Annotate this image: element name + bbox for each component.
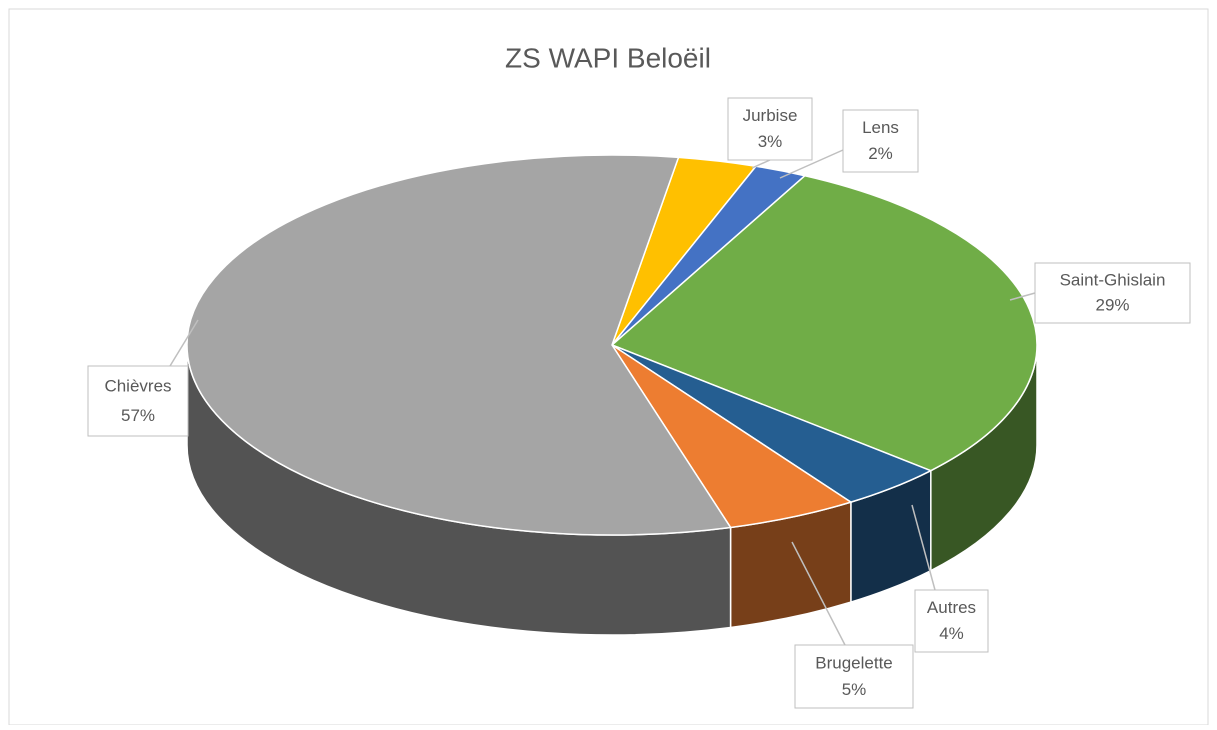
data-label-name: Lens: [862, 118, 899, 137]
leader-line: [751, 159, 771, 169]
leader-line: [169, 319, 199, 367]
data-label-box: [842, 109, 919, 173]
data-label-value: 5%: [842, 680, 867, 699]
chart-title: ZS WAPI Beloëil: [505, 42, 711, 73]
data-label-box: [727, 97, 813, 161]
leader-line: [911, 504, 936, 591]
leader-line: [779, 149, 844, 179]
leader-line: [1009, 292, 1036, 301]
leader-line: [791, 541, 846, 646]
data-label-value: 2%: [868, 144, 893, 163]
data-label-box: [794, 644, 914, 709]
data-label-name: Autres: [927, 598, 976, 617]
data-label-box: [1034, 262, 1191, 324]
data-label-name: Jurbise: [743, 106, 798, 125]
data-label-box: [87, 365, 189, 437]
pie-slice: [610, 174, 1038, 472]
data-label-value: 57%: [121, 406, 155, 425]
data-label-name: Chièvres: [104, 376, 171, 395]
data-label-value: 3%: [758, 132, 783, 151]
data-label-value: 4%: [939, 624, 964, 643]
pie-slice: [186, 154, 732, 536]
data-label-value: 29%: [1095, 296, 1129, 315]
data-label-name: Saint-Ghislain: [1060, 270, 1166, 289]
data-label-box: [914, 589, 989, 653]
data-label-name: Brugelette: [815, 653, 893, 672]
